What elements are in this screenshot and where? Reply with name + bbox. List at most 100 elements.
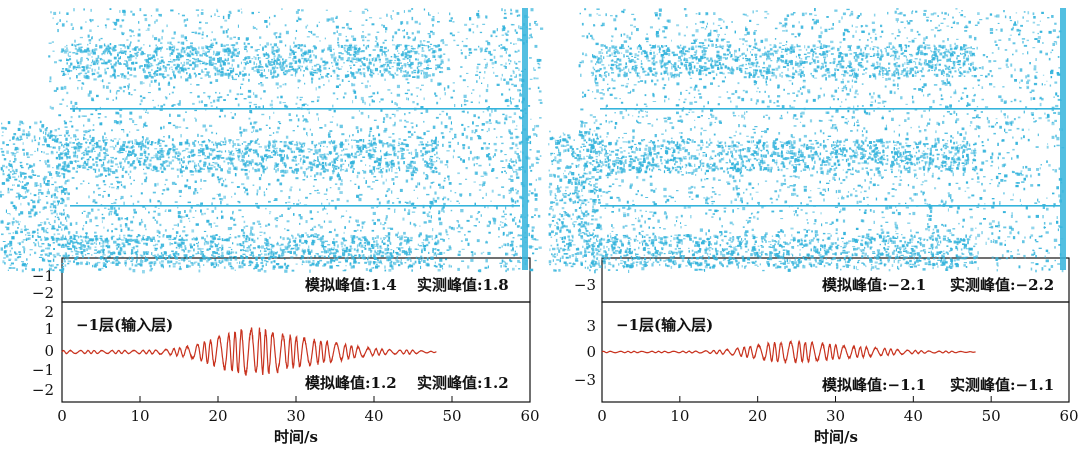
- overlay-speckle: [53, 212, 56, 214]
- overlay-speckle: [408, 136, 412, 138]
- overlay-speckle: [779, 42, 782, 44]
- overlay-speckle: [537, 66, 541, 69]
- overlay-speckle: [296, 203, 300, 206]
- overlay-speckle: [39, 224, 42, 226]
- overlay-speckle: [504, 225, 508, 227]
- overlay-speckle: [53, 11, 57, 15]
- overlay-speckle: [518, 141, 522, 145]
- overlay-speckle: [739, 241, 742, 243]
- overlay-speckle: [134, 142, 136, 145]
- overlay-speckle: [107, 228, 109, 231]
- overlay-speckle: [832, 124, 834, 127]
- overlay-speckle: [142, 96, 146, 99]
- overlay-speckle: [297, 79, 301, 83]
- overlay-speckle: [515, 191, 519, 195]
- overlay-speckle: [789, 175, 793, 178]
- overlay-speckle: [772, 159, 775, 161]
- overlay-speckle: [287, 207, 290, 210]
- overlay-speckle: [612, 206, 615, 208]
- overlay-speckle: [205, 22, 208, 24]
- overlay-speckle: [805, 99, 809, 102]
- overlay-speckle: [299, 258, 303, 260]
- overlay-speckle: [514, 60, 516, 64]
- overlay-speckle: [435, 116, 439, 119]
- overlay-speckle: [144, 17, 148, 22]
- overlay-speckle: [1055, 134, 1057, 138]
- overlay-speckle: [646, 33, 648, 35]
- overlay-speckle: [977, 12, 980, 15]
- overlay-speckle: [981, 231, 983, 235]
- overlay-speckle: [107, 250, 111, 254]
- overlay-speckle: [191, 160, 195, 163]
- overlay-speckle: [470, 215, 473, 218]
- overlay-speckle: [107, 44, 110, 47]
- overlay-speckle: [132, 269, 136, 273]
- overlay-speckle: [530, 33, 532, 37]
- overlay-speckle: [243, 226, 246, 229]
- overlay-speckle: [500, 47, 503, 50]
- overlay-speckle: [217, 238, 221, 241]
- overlay-speckle: [111, 261, 115, 264]
- overlay-speckle: [746, 135, 749, 137]
- overlay-speckle: [934, 225, 938, 229]
- overlay-speckle: [1020, 24, 1023, 27]
- overlay-speckle: [243, 186, 246, 189]
- overlay-speckle: [122, 44, 125, 47]
- overlay-speckle: [48, 263, 50, 267]
- overlay-speckle: [511, 254, 514, 256]
- overlay-speckle: [650, 49, 652, 51]
- overlay-speckle: [433, 248, 436, 250]
- overlay-speckle: [540, 27, 544, 30]
- overlay-speckle: [371, 267, 373, 269]
- overlay-speckle: [22, 196, 26, 199]
- overlay-speckle: [263, 90, 266, 93]
- overlay-speckle: [233, 223, 237, 226]
- overlay-speckle: [888, 42, 892, 45]
- overlay-speckle: [442, 268, 444, 270]
- overlay-speckle: [360, 111, 364, 115]
- overlay-speckle: [480, 214, 482, 217]
- overlay-speckle: [1005, 131, 1008, 134]
- overlay-speckle: [488, 106, 490, 108]
- overlay-speckle: [793, 152, 797, 156]
- overlay-speckle: [253, 66, 257, 69]
- overlay-speckle: [311, 227, 314, 229]
- overlay-speckle: [386, 61, 389, 63]
- overlay-speckle: [623, 33, 626, 36]
- overlay-speckle: [475, 74, 479, 76]
- overlay-speckle: [528, 183, 533, 186]
- overlay-speckle: [648, 226, 650, 229]
- overlay-speckle: [478, 156, 480, 159]
- overlay-speckle: [480, 50, 482, 53]
- overlay-speckle: [653, 211, 657, 215]
- overlay-speckle: [81, 115, 85, 117]
- overlay-speckle: [500, 64, 503, 66]
- overlay-speckle: [167, 260, 170, 264]
- overlay-speckle: [486, 224, 490, 228]
- overlay-speckle: [280, 95, 283, 99]
- overlay-speckle: [238, 209, 242, 212]
- overlay-speckle: [328, 220, 332, 223]
- overlay-speckle: [710, 109, 714, 112]
- overlay-speckle: [220, 201, 222, 205]
- overlay-speckle: [1026, 20, 1029, 22]
- overlay-speckle: [899, 175, 901, 178]
- overlay-speckle: [256, 206, 260, 208]
- overlay-speckle: [396, 93, 401, 97]
- overlay-speckle: [243, 220, 246, 224]
- overlay-speckle: [315, 172, 319, 176]
- overlay-speckle: [695, 23, 697, 25]
- overlay-speckle: [323, 247, 325, 250]
- overlay-speckle: [309, 128, 311, 131]
- overlay-speckle: [173, 224, 177, 226]
- overlay-speckle: [169, 113, 171, 117]
- overlay-speckle: [18, 123, 22, 126]
- overlay-speckle: [855, 30, 857, 33]
- overlay-speckle: [502, 27, 506, 31]
- overlay-speckle: [991, 52, 994, 54]
- overlay-speckle: [791, 192, 795, 196]
- overlay-speckle: [65, 142, 68, 144]
- overlay-speckle: [676, 190, 679, 192]
- overlay-speckle: [717, 36, 719, 38]
- overlay-speckle: [18, 213, 21, 216]
